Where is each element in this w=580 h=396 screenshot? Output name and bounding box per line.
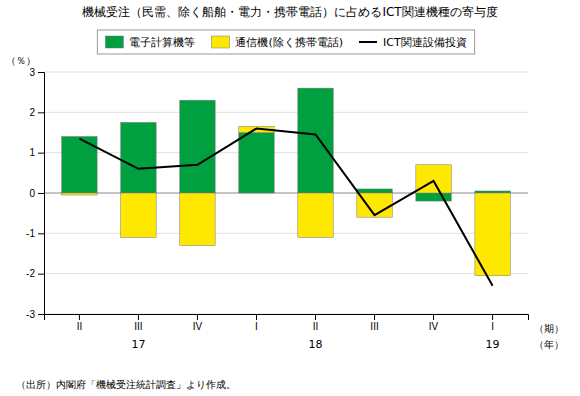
- bar: [121, 122, 156, 193]
- tick-label: IV: [429, 321, 439, 332]
- footnote: （出所）内閣府「機械受注統計調査」より作成。: [16, 379, 236, 390]
- bar: [180, 193, 215, 245]
- tick-mark: [38, 193, 44, 194]
- axis-line: [45, 315, 529, 321]
- tick: 3: [29, 67, 44, 78]
- tick: -2: [26, 268, 44, 279]
- bar: [239, 133, 274, 194]
- grid-line: [44, 273, 528, 274]
- bar: [357, 189, 392, 193]
- tick: -3: [26, 309, 44, 320]
- legend-item: 通信機(除く携帯電話): [211, 36, 343, 49]
- legend-label: 通信機(除く携帯電話): [235, 36, 343, 49]
- bar: [62, 193, 97, 195]
- x-axis-label: （期）: [534, 323, 564, 334]
- legend-item: ICT関連設備投資: [359, 36, 467, 49]
- tick-mark: [256, 314, 257, 320]
- tick-mark: [38, 112, 44, 113]
- x-axis: IIIIIIVIIIIIIIVI: [45, 314, 529, 332]
- legend-item: 電子計算機等: [105, 36, 195, 49]
- tick-label: I: [491, 321, 494, 332]
- tick-label: IV: [193, 321, 203, 332]
- tick-mark: [38, 233, 44, 234]
- tick: I: [255, 314, 258, 332]
- grid: [44, 72, 528, 314]
- year-label: 18: [309, 338, 323, 351]
- grid-line: [44, 72, 528, 73]
- tick-label: 3: [29, 67, 35, 78]
- tick-mark: [79, 314, 80, 320]
- grid-line: [44, 233, 528, 234]
- grid-line: [44, 152, 528, 153]
- tick: 1: [29, 147, 44, 158]
- tick-mark: [433, 314, 434, 320]
- tick-label: 2: [29, 107, 35, 118]
- year-label: 19: [486, 338, 500, 351]
- bar: [180, 100, 215, 193]
- y-axis: -3 -2 -1 0 1 2 3: [26, 67, 44, 320]
- tick-mark: [38, 153, 44, 154]
- y-axis-label: （％）: [6, 55, 36, 66]
- tick-label: III: [370, 321, 378, 332]
- tick: IV: [429, 314, 439, 332]
- tick: 0: [29, 188, 44, 199]
- bar: [475, 191, 510, 193]
- tick-label: II: [77, 321, 83, 332]
- tick: III: [370, 314, 378, 332]
- line: [79, 128, 492, 285]
- bar: [298, 88, 333, 193]
- bar: [298, 193, 333, 237]
- bar: [416, 193, 451, 201]
- title: 機械受注（民需、除く船舶・電力・携帯電話）に占めるICT関連機種の寄与度: [82, 5, 497, 19]
- tick: II: [77, 314, 83, 332]
- chart: 機械受注（民需、除く船舶・電力・携帯電話）に占めるICT関連機種の寄与度 -3 -2…: [0, 0, 580, 396]
- tick-label: 0: [29, 188, 35, 199]
- tick-label: III: [134, 321, 142, 332]
- marks: [62, 88, 511, 286]
- tick-mark: [315, 314, 316, 320]
- tick-label: I: [255, 321, 258, 332]
- tick-mark: [38, 274, 44, 275]
- tick-mark: [38, 314, 44, 315]
- legend-label: ICT関連設備投資: [383, 36, 467, 49]
- grid-line: [44, 112, 528, 113]
- grid-line: [44, 193, 528, 194]
- tick-label: -2: [26, 268, 35, 279]
- legend-swatch: [359, 41, 377, 43]
- tick-label: -1: [26, 228, 35, 239]
- tick-label: 1: [29, 147, 35, 158]
- tick-label: -3: [26, 309, 35, 320]
- tick-label: II: [313, 321, 319, 332]
- legend-frame: [97, 30, 474, 54]
- tick: 2: [29, 107, 44, 118]
- tick-mark: [38, 72, 44, 73]
- x-axis-label: （年）: [534, 339, 564, 350]
- tick: I: [491, 314, 494, 332]
- year-label: 17: [131, 338, 145, 351]
- legend-swatch: [211, 36, 229, 48]
- axis-line: [38, 73, 45, 315]
- tick-mark: [374, 314, 375, 320]
- tick-mark: [492, 314, 493, 320]
- tick: III: [134, 314, 142, 332]
- tick: II: [313, 314, 319, 332]
- tick-mark: [138, 314, 139, 320]
- tick: -1: [26, 228, 44, 239]
- tick-mark: [197, 314, 198, 320]
- legend-swatch: [105, 36, 123, 48]
- tick: IV: [193, 314, 203, 332]
- legend: 電子計算機等 通信機(除く携帯電話) ICT関連設備投資: [97, 30, 474, 54]
- bar: [121, 193, 156, 237]
- legend-label: 電子計算機等: [129, 36, 195, 49]
- plot: -3-2-10123IIIIIIVIIIIIIIVI171819（期）（年）（％…: [6, 55, 564, 351]
